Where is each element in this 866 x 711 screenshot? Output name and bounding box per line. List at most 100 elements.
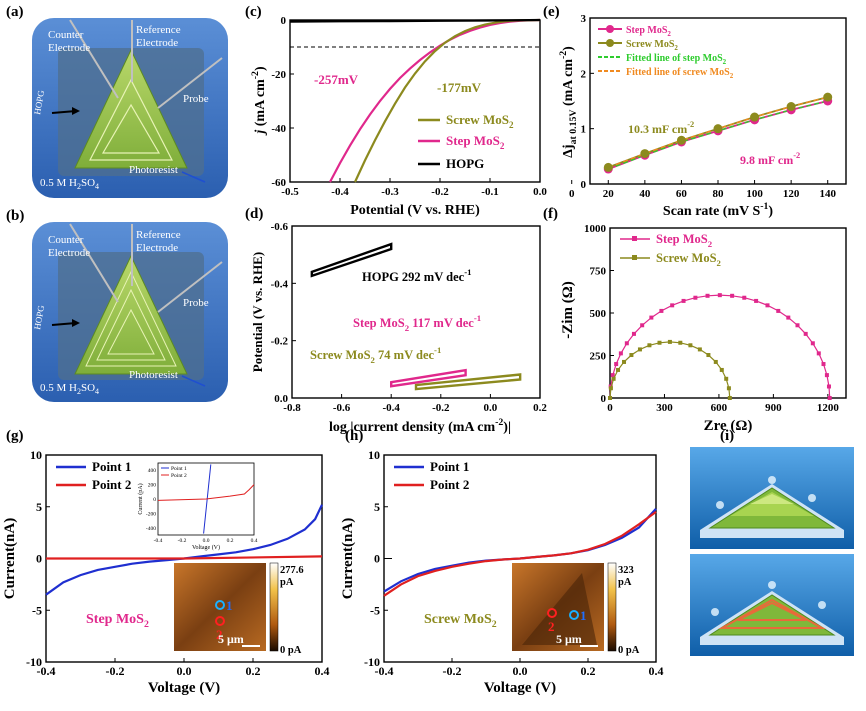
- x-tick-label: -0.6: [333, 402, 351, 414]
- inset-y-tick-label: 200: [148, 483, 157, 489]
- x-tick-label: -0.2: [432, 402, 450, 414]
- flake-outline: [522, 573, 597, 645]
- data-point: [688, 343, 693, 348]
- data-point: [624, 341, 629, 346]
- inset-x-axis-label: Voltage (V): [192, 544, 220, 551]
- y-axis-label: -Zim (Ω): [560, 281, 576, 338]
- y-tick-label: -5: [370, 603, 380, 617]
- x-axis-label: Zre (Ω): [704, 418, 753, 434]
- x-tick-label: 0.0: [177, 664, 192, 678]
- chart-h: -0.4 -0.2 0.0 0.2 0.4 10 5 0 -5 -10 Point 1 Point 2…: [340, 448, 664, 696]
- panel-label-a: (a): [6, 4, 24, 20]
- mos2-flake: [74, 254, 188, 375]
- x-tick-label: 0.4: [315, 664, 330, 678]
- data-point: [827, 396, 832, 400]
- data-point: [681, 298, 686, 303]
- chart-f: 0 300 600 900 1200 0 250 500 750 1000 Step MoS2 Scr…: [560, 223, 847, 434]
- colorbar-max-unit: pA: [280, 577, 294, 588]
- legend-marker: [632, 236, 637, 241]
- data-point: [618, 351, 623, 356]
- data-point: [726, 386, 731, 391]
- x-tick-label: 600: [711, 402, 728, 414]
- x-tick-label: -0.2: [431, 186, 449, 198]
- data-point: [742, 295, 747, 300]
- sample-label: Step MoS2: [86, 612, 149, 630]
- annotation-screw-onset: -177mV: [437, 80, 482, 95]
- electrolyte-label: 0.5 M H2SO4: [40, 177, 99, 191]
- tafel-loop: [310, 242, 393, 278]
- legend-entry: Fitted line of screw MoS2: [626, 67, 734, 80]
- inset-legend-entry: Point 2: [171, 473, 187, 479]
- y-tick-label: -10: [364, 655, 380, 669]
- x-tick-label: 120: [783, 188, 800, 200]
- data-point: [823, 92, 833, 102]
- x-tick-label: 0: [607, 402, 613, 414]
- panel-label-b: (b): [6, 208, 25, 224]
- x-tick-label: -0.4: [37, 664, 56, 678]
- scale-bar-label: 5 μm: [218, 632, 244, 646]
- inset-y-axis-label: Current (pA): [137, 483, 144, 514]
- x-tick-label: -0.8: [283, 402, 301, 414]
- probe-point-2-marker: [547, 608, 557, 618]
- data-point: [754, 298, 759, 303]
- data-point: [640, 149, 650, 159]
- chart-c: -0.5 -0.4 -0.3 -0.2 -0.1 0.0 0 -20 -40 -60 -257mV -…: [250, 15, 547, 218]
- iv-curve: [46, 555, 323, 560]
- data-point: [616, 367, 621, 372]
- x-tick-label: 60: [676, 188, 688, 200]
- data-point: [647, 343, 652, 348]
- x-tick-label: -0.1: [481, 186, 498, 198]
- y-tick-label: -60: [271, 177, 286, 189]
- x-tick-label: -0.4: [331, 186, 349, 198]
- data-point: [786, 102, 796, 112]
- data-point: [713, 124, 723, 134]
- data-point: [724, 376, 729, 381]
- afm-current-map: [174, 563, 266, 651]
- colorbar: [269, 562, 279, 652]
- legend-entry: Point 1: [92, 459, 131, 474]
- panel-label-c: (c): [245, 4, 262, 20]
- x-tick-label: 900: [765, 402, 782, 414]
- y-tick-label: -0.2: [271, 336, 289, 348]
- y-tick-label: -20: [271, 69, 286, 81]
- electrolyte-label: 0.5 M H2SO4: [40, 382, 99, 396]
- x-tick-label: 100: [746, 188, 763, 200]
- x-tick-label: -0.4: [382, 402, 400, 414]
- x-tick-label: 40: [639, 188, 651, 200]
- data-point: [816, 351, 821, 356]
- data-point: [610, 373, 615, 378]
- legend-entry: Step MoS2: [656, 232, 712, 249]
- counter-label: Counter: [48, 234, 84, 246]
- x-tick-label: -0.2: [443, 664, 462, 678]
- legend-entry: Screw MoS2: [656, 251, 721, 268]
- data-point: [727, 396, 732, 400]
- y-tick-label: 0.0: [274, 393, 288, 405]
- y-tick-label: -5: [32, 603, 42, 617]
- annotation-hopg-tafel: HOPG 292 mV dec-1: [362, 267, 472, 284]
- data-point: [611, 376, 616, 381]
- data-point: [697, 347, 702, 352]
- nyquist-curve: [609, 341, 731, 399]
- inset-x-tick-label: -0.2: [178, 538, 187, 544]
- legend-marker: [606, 25, 614, 33]
- data-point: [706, 353, 711, 358]
- legend-marker: [632, 255, 637, 260]
- tafel-loop: [414, 373, 522, 391]
- pyramid-bottom: [708, 594, 836, 636]
- plot-frame: [291, 225, 541, 399]
- y-tick-label: 2: [581, 68, 587, 80]
- y-tick-label: 0: [281, 15, 287, 27]
- x-tick-label: -0.5: [281, 186, 299, 198]
- data-point: [765, 303, 770, 308]
- legend-marker: [606, 39, 614, 47]
- x-tick-label: 300: [656, 402, 673, 414]
- y-tick-label: -0.6: [271, 221, 289, 233]
- y-axis-label: Current(nA): [2, 518, 18, 599]
- y-tick-label: 10: [368, 448, 380, 462]
- data-point: [713, 359, 718, 364]
- x-tick-label: 0.2: [246, 664, 261, 678]
- counter-electrode-wire: [69, 19, 119, 99]
- x-tick-label: 0.0: [513, 664, 528, 678]
- legend-entry: HOPG: [446, 156, 484, 171]
